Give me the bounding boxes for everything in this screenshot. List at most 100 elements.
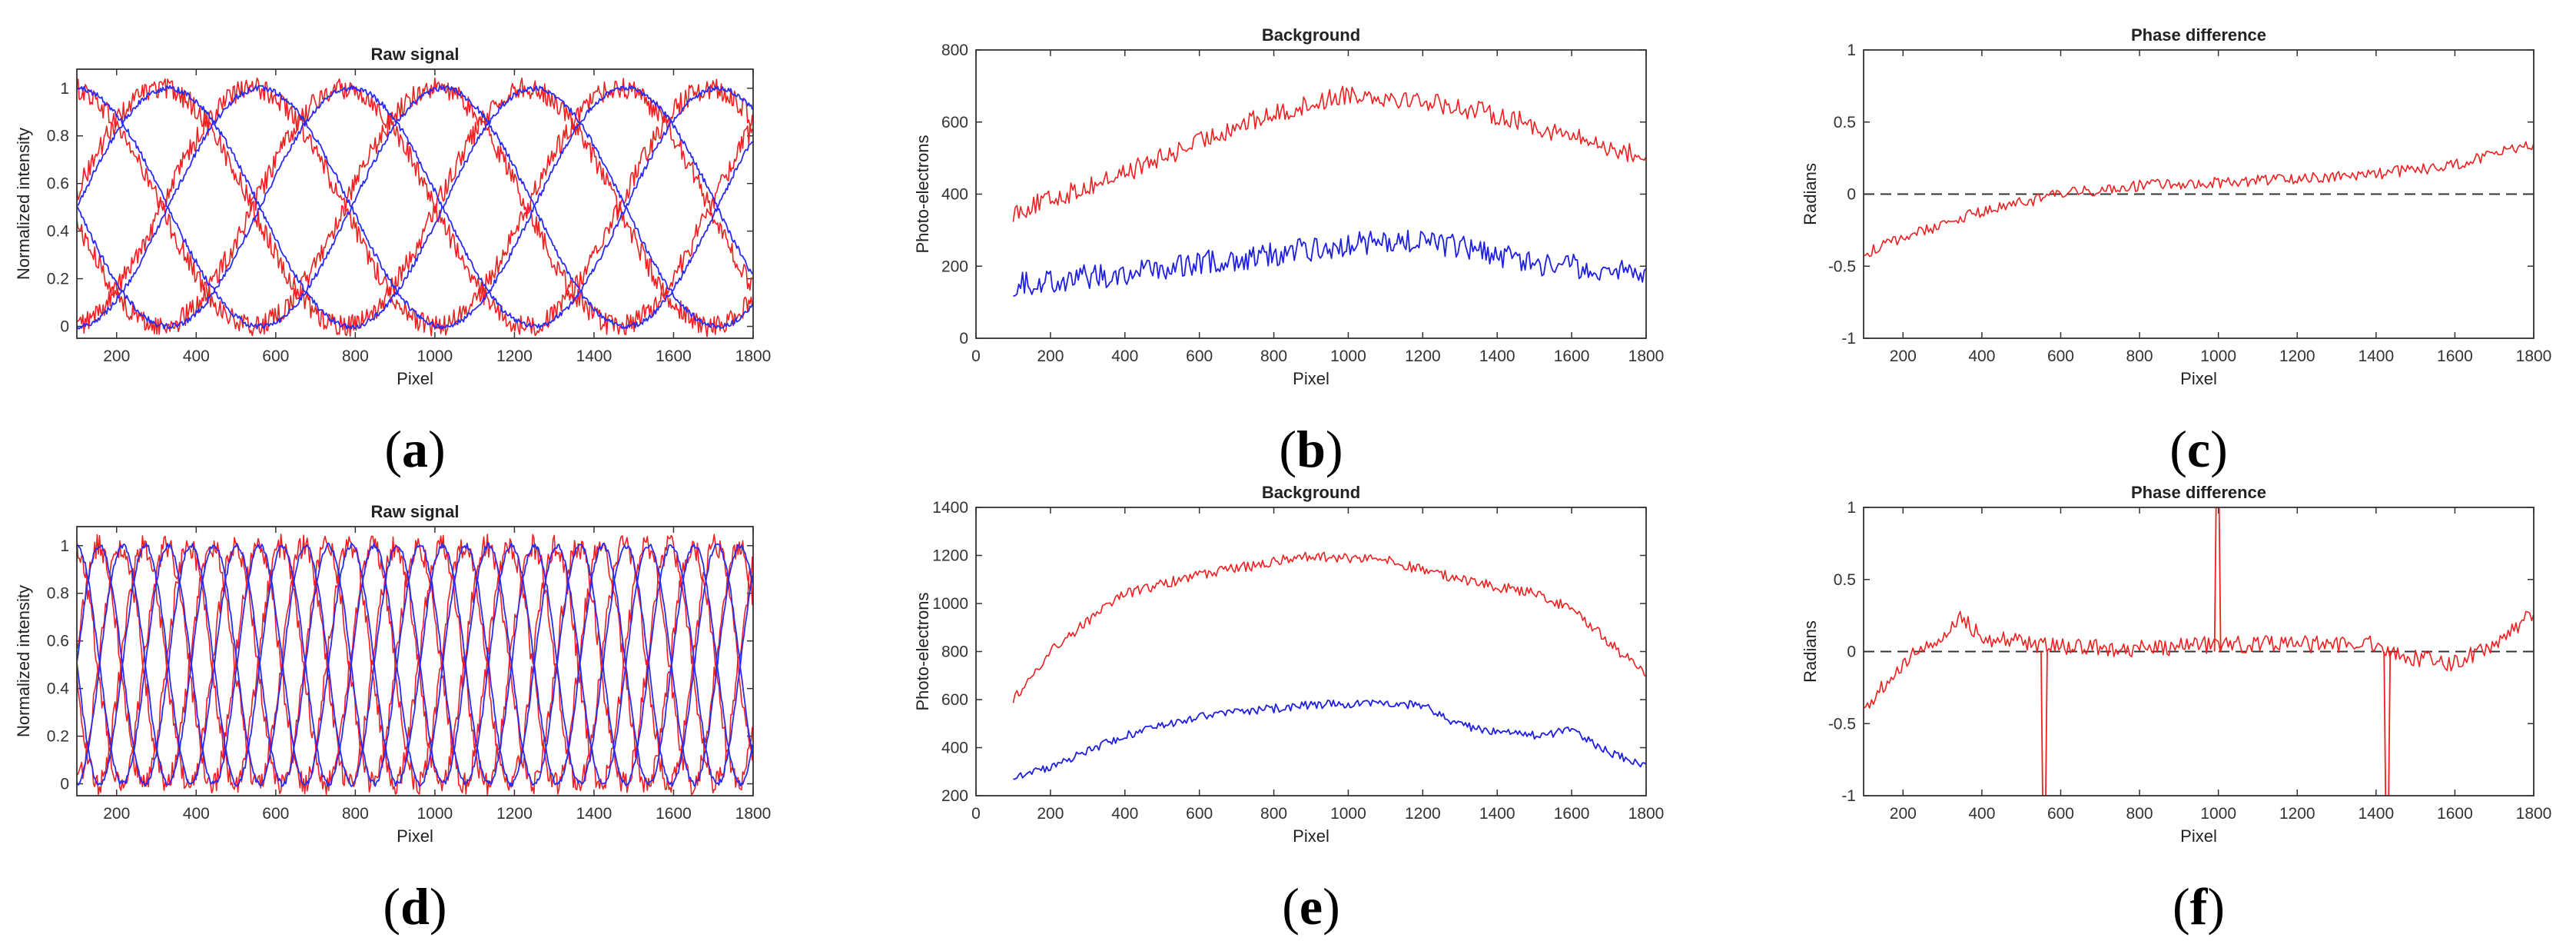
x-tick-label: 600 bbox=[2047, 347, 2074, 365]
x-tick-label: 1000 bbox=[1330, 347, 1366, 365]
y-tick-label: 600 bbox=[941, 114, 968, 131]
panel-label-e: (e) bbox=[1282, 877, 1340, 936]
x-tick-label: 400 bbox=[1111, 805, 1138, 823]
y-tick-label: 1200 bbox=[932, 547, 968, 565]
x-tick-label: 400 bbox=[183, 347, 210, 365]
x-tick-label: 1000 bbox=[1330, 805, 1366, 823]
x-tick-label: 1800 bbox=[2516, 347, 2552, 365]
x-axis-label: Pixel bbox=[397, 369, 433, 388]
x-tick-label: 1800 bbox=[2516, 805, 2552, 823]
series-line-red bbox=[1012, 551, 1646, 703]
y-tick-label: 1 bbox=[1847, 42, 1856, 59]
series-line-blue bbox=[1013, 229, 1646, 297]
y-axis-label: Photo-electrons bbox=[913, 135, 932, 253]
panel-label-f: (f) bbox=[2173, 877, 2225, 936]
x-tick-label: 1200 bbox=[496, 347, 533, 365]
series-line-blue-2 bbox=[77, 542, 753, 787]
x-tick-label: 1000 bbox=[417, 805, 453, 823]
chart-panel-f: Phase difference Pixel Radians 200 400 600 800… bbox=[1801, 483, 2551, 846]
chart-panel-d: Raw signal Pixel Normalized intensity 200 40… bbox=[14, 502, 771, 846]
x-tick-label: 800 bbox=[342, 347, 369, 365]
x-axis-label: Pixel bbox=[397, 826, 433, 846]
y-tick-label: 0 bbox=[1847, 643, 1856, 661]
y-tick-label: -1 bbox=[1841, 330, 1856, 347]
x-tick-label: 1400 bbox=[576, 347, 612, 365]
y-tick-label: 0.2 bbox=[47, 728, 69, 746]
y-tick-label: 800 bbox=[941, 42, 968, 59]
x-tick-label: 800 bbox=[1260, 805, 1287, 823]
x-tick-label: 1400 bbox=[2358, 347, 2394, 365]
x-tick-label: 1000 bbox=[2200, 805, 2236, 823]
y-tick-label: 0.4 bbox=[47, 223, 70, 241]
y-axis-label: Normalized intensity bbox=[14, 128, 33, 280]
x-tick-label: 1400 bbox=[2358, 805, 2394, 823]
y-tick-label: 0.2 bbox=[47, 271, 69, 288]
y-tick-label: 0.4 bbox=[47, 680, 70, 698]
plot-frame bbox=[76, 526, 754, 796]
plot-data bbox=[77, 77, 753, 337]
chart-title: Phase difference bbox=[2131, 483, 2266, 502]
x-tick-label: 1800 bbox=[1628, 805, 1665, 823]
x-tick-label: 200 bbox=[1890, 347, 1917, 365]
plot-frame bbox=[1863, 49, 2535, 339]
y-tick-label: 200 bbox=[941, 787, 968, 805]
y-tick-label: 200 bbox=[941, 258, 968, 275]
plot-data bbox=[1012, 85, 1646, 297]
y-axis-label: Radians bbox=[1801, 163, 1820, 225]
x-axis-label: Pixel bbox=[2180, 369, 2217, 388]
chart-title: Phase difference bbox=[2131, 25, 2266, 45]
series-line-blue-4 bbox=[77, 542, 753, 787]
x-tick-label: 1400 bbox=[1479, 805, 1515, 823]
x-tick-label: 1000 bbox=[2200, 347, 2236, 365]
y-tick-label: 1 bbox=[60, 80, 69, 98]
plot-data bbox=[1864, 507, 2534, 796]
series-line-red-1 bbox=[77, 77, 753, 337]
plot-frame bbox=[76, 68, 754, 339]
x-tick-label: 800 bbox=[342, 805, 369, 823]
y-tick-label: 1000 bbox=[932, 595, 968, 613]
y-axis-label: Photo-electrons bbox=[913, 592, 932, 710]
y-tick-label: 800 bbox=[941, 643, 968, 661]
x-tick-label: 1600 bbox=[2437, 805, 2473, 823]
x-tick-label: 600 bbox=[262, 805, 289, 823]
phase-spike bbox=[2040, 651, 2048, 796]
x-tick-label: 600 bbox=[1186, 805, 1213, 823]
x-tick-label: 1600 bbox=[2437, 347, 2473, 365]
y-tick-label: 400 bbox=[941, 740, 968, 757]
x-tick-label: 400 bbox=[183, 805, 210, 823]
x-tick-label: 400 bbox=[1111, 347, 1138, 365]
x-tick-label: 0 bbox=[971, 347, 981, 365]
series-line-red-4 bbox=[77, 77, 753, 337]
chart-title: Background bbox=[1262, 25, 1360, 45]
x-tick-label: 1800 bbox=[735, 805, 772, 823]
plot-data bbox=[77, 534, 753, 796]
y-tick-label: 0 bbox=[1847, 186, 1856, 204]
chart-title: Raw signal bbox=[371, 502, 460, 521]
series-line-blue-3 bbox=[77, 85, 753, 330]
chart-panel-c: Phase difference Pixel Radians 200 400 600 800… bbox=[1801, 25, 2551, 388]
y-tick-label: 0.6 bbox=[47, 633, 69, 650]
chart-panel-b: Background Pixel Photo-electrons 0 200 400 600… bbox=[913, 25, 1664, 388]
plot-data bbox=[1012, 551, 1646, 780]
y-tick-label: 0.5 bbox=[1834, 114, 1856, 131]
y-tick-label: -0.5 bbox=[1828, 715, 1856, 733]
x-tick-label: 600 bbox=[2047, 805, 2074, 823]
x-axis-label: Pixel bbox=[1293, 369, 1329, 388]
series-line-red bbox=[1012, 85, 1646, 222]
x-axis-label: Pixel bbox=[2180, 826, 2217, 846]
plot-frame bbox=[975, 507, 1647, 796]
panel-label-a: (a) bbox=[384, 420, 446, 478]
x-tick-label: 600 bbox=[1186, 347, 1213, 365]
x-tick-label: 1600 bbox=[656, 805, 692, 823]
y-tick-label: 600 bbox=[941, 691, 968, 709]
x-tick-label: 600 bbox=[262, 347, 289, 365]
y-tick-label: 0.6 bbox=[47, 175, 69, 193]
x-tick-label: 400 bbox=[1968, 805, 1995, 823]
x-tick-label: 1600 bbox=[656, 347, 692, 365]
x-tick-label: 200 bbox=[103, 347, 130, 365]
x-tick-label: 800 bbox=[1260, 347, 1287, 365]
x-tick-label: 1600 bbox=[1554, 347, 1590, 365]
panel-label-c: (c) bbox=[2169, 420, 2228, 478]
